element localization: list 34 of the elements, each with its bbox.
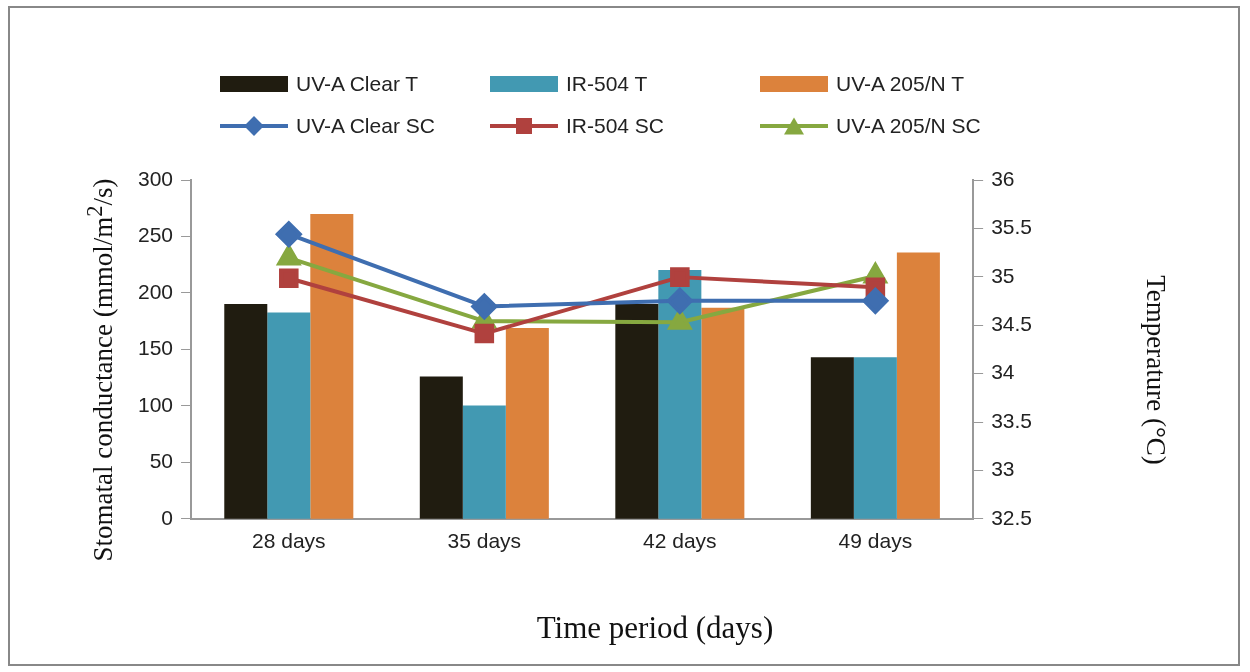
y2-tick-label: 34 [991,360,1015,384]
x-tick-label: 49 days [838,529,913,553]
point [275,221,302,248]
y2-tick-label: 33 [991,457,1015,481]
point [471,293,498,320]
y2-tick-label: 34.5 [991,312,1032,335]
y2-tick-label: 33.5 [991,408,1032,432]
y2-axis-title: Temperature (°C) [1139,275,1171,465]
legend-label: UV-A Clear SC [296,114,435,138]
x-tick-label: 28 days [252,529,326,553]
y-tick-label: 100 [137,392,174,416]
y-tick-label: 150 [137,336,174,360]
y-tick-label: 50 [149,449,174,473]
y2-tick-label: 35 [991,263,1015,287]
point [670,267,690,287]
x-axis-title: Time period (days) [536,610,774,646]
legend-label: UV-A 205/N T [836,72,965,96]
point [474,323,495,344]
y2-tick-label: 36 [991,166,1015,190]
point [279,268,299,289]
legend-label: IR-504 SC [566,114,665,138]
legend-label: IR-504 T [566,72,648,96]
point [862,287,889,314]
y-tick-label: 300 [137,166,174,190]
y-tick-label: 0 [161,505,174,529]
y2-tick-label: 32.5 [991,505,1032,529]
x-tick-label: 35 days [447,529,522,553]
legend-label: UV-A 205/N SC [836,114,981,138]
x-tick-label: 42 days [643,529,717,553]
legend-label: UV-A Clear T [296,72,419,96]
point [666,287,693,314]
y-tick-label: 250 [137,223,174,247]
y2-tick-label: 35.5 [991,215,1032,239]
y-tick-label: 200 [137,279,174,303]
